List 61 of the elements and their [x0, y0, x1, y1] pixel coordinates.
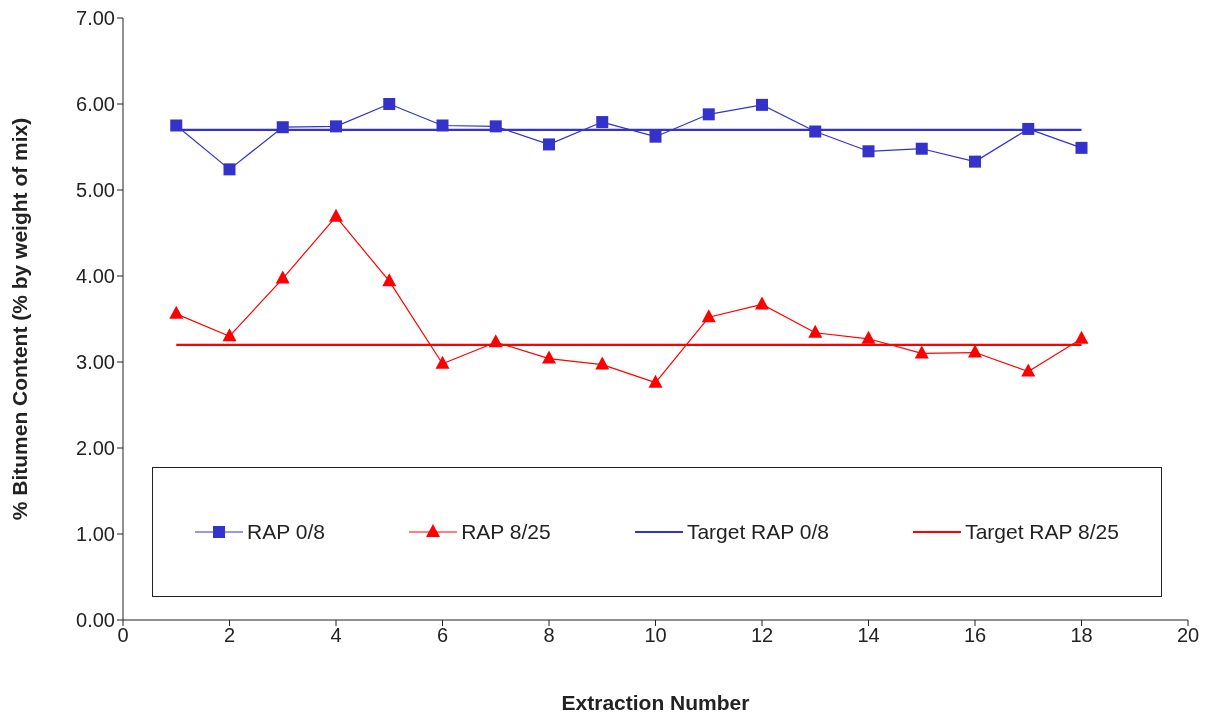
y-tick-label: 6.00 [76, 93, 115, 116]
point [915, 142, 928, 155]
point [914, 345, 929, 359]
legend-label: RAP 8/25 [461, 520, 551, 544]
x-tick-label: 20 [1176, 624, 1200, 647]
x-axis-title: Extraction Number [561, 691, 750, 714]
x-tick-label: 2 [223, 624, 236, 647]
x-tick-label: 4 [330, 624, 342, 647]
x-tick-label: 0 [117, 624, 129, 647]
point [383, 98, 396, 110]
y-tick-label: 3.00 [76, 351, 115, 374]
point [329, 208, 343, 222]
point [861, 330, 876, 344]
y-tick-label: 2.00 [76, 437, 115, 460]
point [542, 350, 556, 364]
point [330, 120, 342, 133]
point [969, 155, 981, 168]
point [595, 356, 610, 370]
point [862, 145, 875, 158]
point [169, 305, 184, 319]
y-tick-label: 4.00 [76, 265, 115, 288]
x-tick-label: 8 [543, 624, 555, 647]
x-tick-label: 14 [857, 624, 880, 647]
x-tick-label: 12 [750, 624, 774, 647]
point [436, 119, 449, 132]
legend-label: Target RAP 8/25 [965, 520, 1119, 544]
legend-label: Target RAP 0/8 [686, 520, 829, 544]
point [649, 130, 662, 143]
y-tick-label: 5.00 [76, 179, 115, 202]
x-tick-label: 16 [963, 624, 987, 647]
point [1021, 363, 1036, 377]
point [808, 324, 823, 338]
point [488, 334, 503, 348]
point [489, 120, 502, 133]
point [222, 328, 237, 342]
point [275, 270, 290, 284]
y-tick-label: 7.00 [76, 7, 115, 30]
x-tick-label: 18 [1070, 624, 1093, 647]
point [1075, 141, 1088, 154]
y-tick-label: 1.00 [76, 523, 115, 546]
point [968, 344, 982, 358]
point [755, 296, 769, 310]
point [701, 309, 716, 323]
y-tick-label: 0.00 [76, 609, 115, 632]
point [596, 116, 609, 129]
point [1074, 330, 1089, 344]
point [702, 108, 715, 121]
x-tick-label: 6 [436, 624, 449, 647]
legend-label: RAP 0/8 [247, 520, 325, 544]
x-tick-label: 10 [644, 624, 667, 647]
point [648, 374, 663, 388]
point [756, 98, 768, 111]
point [276, 121, 289, 134]
point [1022, 122, 1035, 135]
point [809, 125, 822, 138]
point [170, 119, 183, 132]
point [435, 355, 450, 369]
point [382, 273, 397, 287]
point [543, 138, 555, 151]
y-axis-title: % Bitumen Content (% by weight of mix) [8, 117, 32, 521]
point [223, 163, 236, 176]
